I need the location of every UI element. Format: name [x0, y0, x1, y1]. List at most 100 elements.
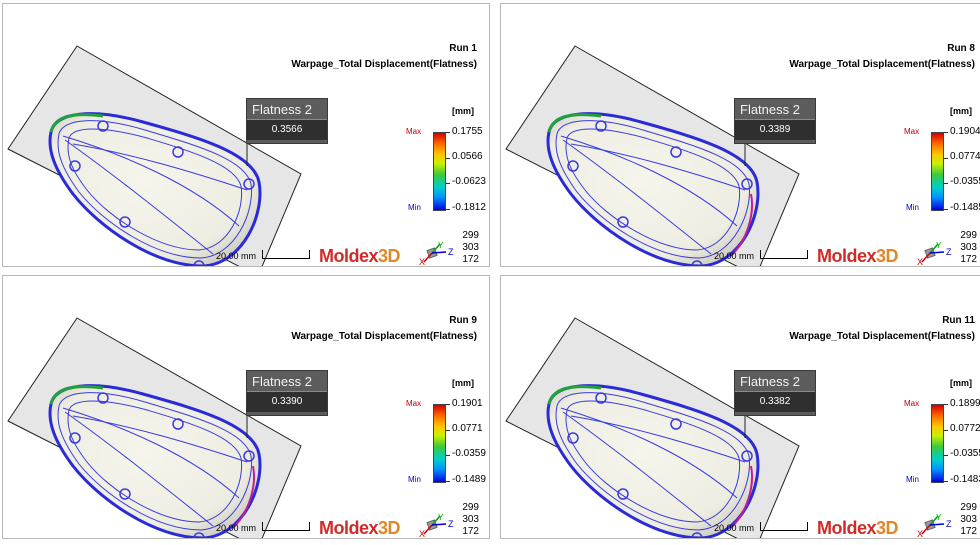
- axis-y-label: Y: [438, 241, 444, 250]
- legend-tick-mark: [943, 430, 948, 431]
- axis-x-label: X: [917, 257, 923, 266]
- run-title: Run 11: [942, 315, 975, 326]
- legend-tick-mark: [943, 209, 948, 210]
- legend-max-label: Max: [904, 399, 920, 408]
- axis-y-label: Y: [936, 513, 942, 522]
- legend-max-label: Max: [406, 127, 422, 136]
- view-values: 299 303 172: [960, 230, 977, 266]
- part-model-view[interactable]: [501, 4, 980, 267]
- axis-x-label: X: [419, 257, 425, 266]
- legend-tick-mark: [445, 132, 450, 133]
- view-values: 299 303 172: [960, 502, 977, 538]
- legend-max-label: Max: [406, 399, 422, 408]
- legend-unit: [mm]: [950, 106, 972, 116]
- legend-tick-mark: [943, 158, 948, 159]
- legend-tick-min: -0.1483: [950, 474, 980, 485]
- flatness-probe-box[interactable]: Flatness 2 0.3566: [246, 98, 328, 144]
- scale-bar: [262, 250, 310, 259]
- color-legend-bar: [433, 404, 446, 483]
- legend-tick-max: 0.1899: [950, 398, 980, 409]
- legend-tick-mark: [943, 132, 948, 133]
- legend-tick-2: 0.0774: [950, 151, 980, 162]
- axis-triad-icon[interactable]: X Y Z: [418, 512, 458, 538]
- legend-tick-max: 0.1904: [950, 126, 980, 137]
- flatness-label: Flatness 2: [252, 102, 312, 117]
- flatness-label: Flatness 2: [252, 374, 312, 389]
- moldex3d-logo: Moldex3D: [817, 518, 899, 538]
- axis-y-label: Y: [936, 241, 942, 250]
- result-title: Warpage_Total Displacement(Flatness): [291, 59, 477, 70]
- legend-tick-3: -0.0355: [950, 448, 980, 459]
- scale-bar: [760, 522, 808, 531]
- scale-bar: [262, 522, 310, 531]
- flatness-probe-box[interactable]: Flatness 2 0.3390: [246, 370, 328, 416]
- legend-tick-2: 0.0771: [452, 423, 483, 434]
- result-panel-run-11[interactable]: Run 11 Warpage_Total Displacement(Flatne…: [500, 275, 980, 539]
- legend-tick-2: 0.0566: [452, 151, 483, 162]
- run-title: Run 9: [449, 315, 477, 326]
- run-title: Run 1: [449, 43, 477, 54]
- axis-triad-icon[interactable]: X Y Z: [916, 240, 956, 266]
- flatness-value: 0.3390: [247, 391, 327, 412]
- axis-z-label: Z: [946, 519, 952, 529]
- legend-tick-mark: [445, 404, 450, 405]
- legend-tick-3: -0.0355: [950, 176, 980, 187]
- legend-min-label: Min: [408, 475, 421, 484]
- legend-min-label: Min: [408, 203, 421, 212]
- legend-tick-max: 0.1755: [452, 126, 483, 137]
- view-value: 299: [960, 230, 977, 241]
- legend-tick-mark: [445, 481, 450, 482]
- scale-label: 20.00 mm: [216, 523, 257, 533]
- legend-tick-max: 0.1901: [452, 398, 483, 409]
- color-legend-bar: [931, 132, 944, 211]
- legend-unit: [mm]: [452, 378, 474, 388]
- result-panel-run-8[interactable]: Run 8 Warpage_Total Displacement(Flatnes…: [500, 3, 980, 267]
- scale-bar: [760, 250, 808, 259]
- axis-triad-icon[interactable]: X Y Z: [418, 240, 458, 266]
- axis-x-label: X: [917, 529, 923, 538]
- part-model-view[interactable]: [501, 276, 980, 539]
- legend-tick-mark: [943, 183, 948, 184]
- legend-min-label: Min: [906, 475, 919, 484]
- run-title: Run 8: [947, 43, 975, 54]
- flatness-probe-box[interactable]: Flatness 2 0.3389: [734, 98, 816, 144]
- legend-tick-3: -0.0623: [452, 176, 486, 187]
- view-value: 303: [462, 242, 479, 253]
- legend-tick-mark: [445, 183, 450, 184]
- color-legend-bar: [433, 132, 446, 211]
- view-value: 172: [960, 254, 977, 265]
- legend-tick-mark: [445, 209, 450, 210]
- axis-triad-icon[interactable]: X Y Z: [916, 512, 956, 538]
- flatness-probe-box[interactable]: Flatness 2 0.3382: [734, 370, 816, 416]
- legend-tick-mark: [943, 481, 948, 482]
- view-value: 172: [462, 526, 479, 537]
- view-values: 299 303 172: [462, 230, 479, 266]
- scale-label: 20.00 mm: [714, 251, 755, 261]
- view-value: 172: [960, 526, 977, 537]
- view-value: 303: [960, 514, 977, 525]
- view-value: 172: [462, 254, 479, 265]
- legend-tick-min: -0.1812: [452, 202, 486, 213]
- color-legend-bar: [931, 404, 944, 483]
- flatness-label: Flatness 2: [740, 374, 800, 389]
- view-value: 299: [960, 502, 977, 513]
- scale-label: 20.00 mm: [216, 251, 257, 261]
- result-panel-run-1[interactable]: Run 1 Warpage_Total Displacement(Flatnes…: [2, 3, 490, 267]
- result-title: Warpage_Total Displacement(Flatness): [291, 331, 477, 342]
- view-value: 299: [462, 230, 479, 241]
- moldex3d-logo: Moldex3D: [817, 246, 899, 266]
- legend-tick-2: 0.0772: [950, 423, 980, 434]
- flatness-value: 0.3389: [735, 119, 815, 140]
- axis-z-label: Z: [448, 519, 454, 529]
- legend-unit: [mm]: [452, 106, 474, 116]
- part-model-view[interactable]: [3, 4, 490, 267]
- flatness-label: Flatness 2: [740, 102, 800, 117]
- scale-label: 20.00 mm: [714, 523, 755, 533]
- view-value: 303: [462, 514, 479, 525]
- legend-tick-mark: [943, 455, 948, 456]
- flatness-value: 0.3382: [735, 391, 815, 412]
- part-model-view[interactable]: [3, 276, 490, 539]
- legend-unit: [mm]: [950, 378, 972, 388]
- result-panel-run-9[interactable]: Run 9 Warpage_Total Displacement(Flatnes…: [2, 275, 490, 539]
